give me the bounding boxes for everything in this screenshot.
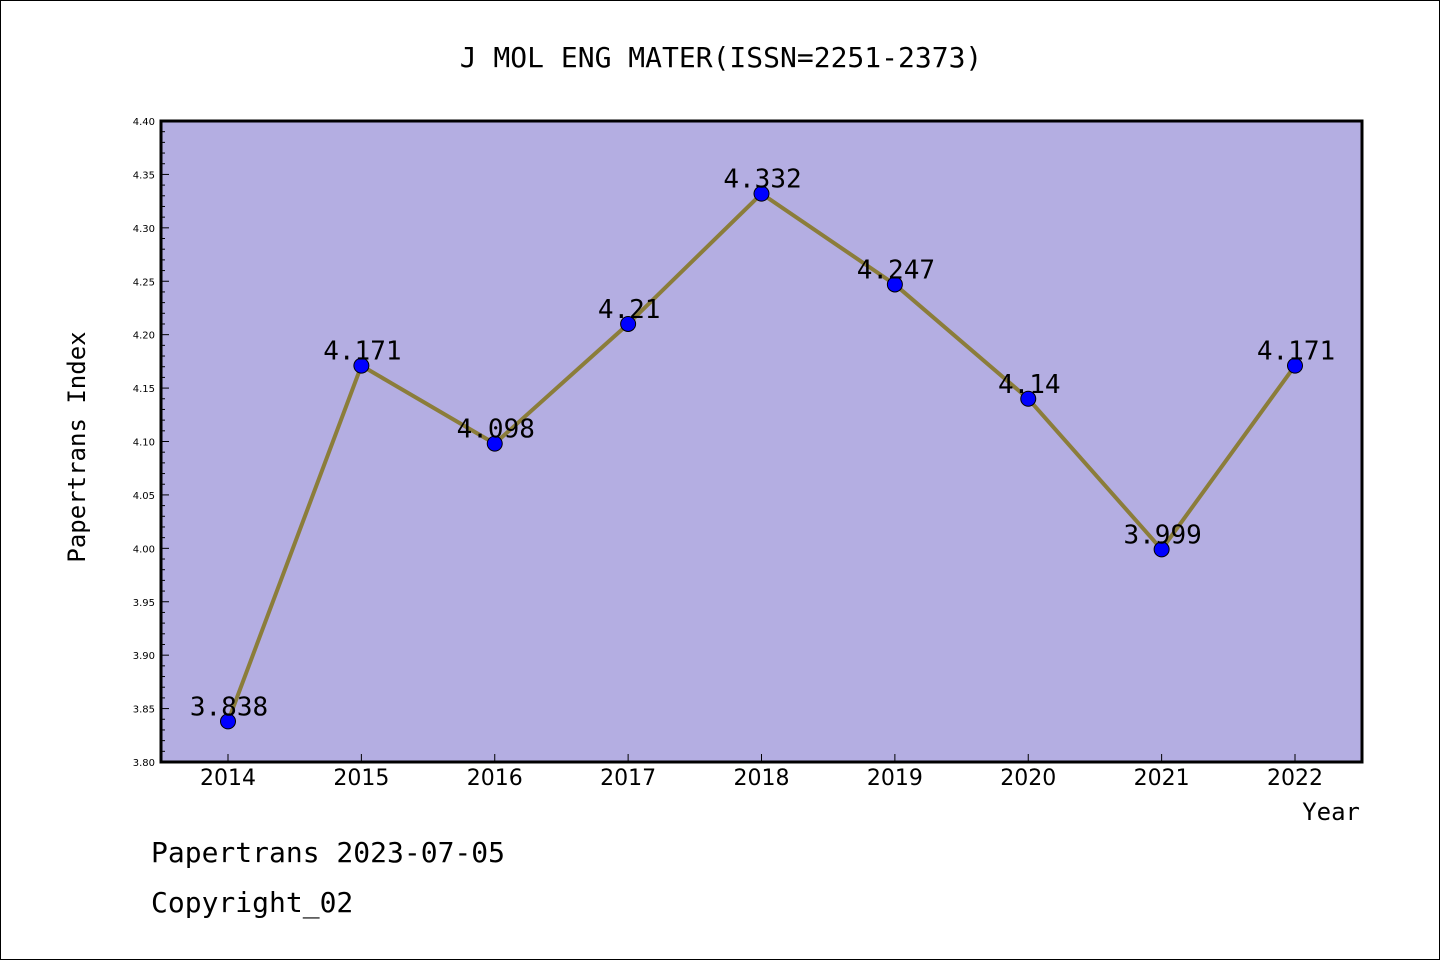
x-axis-title: Year xyxy=(1302,798,1360,826)
x-tick-label: 2019 xyxy=(867,766,923,791)
data-label: 4.247 xyxy=(857,255,935,285)
y-tick-label: 4.40 xyxy=(133,117,155,128)
x-tick-label: 2021 xyxy=(1134,766,1190,791)
data-point xyxy=(486,435,503,452)
y-tick-label: 4.05 xyxy=(133,491,155,502)
y-tick-label: 3.85 xyxy=(133,705,155,716)
data-label: 4.171 xyxy=(323,337,401,367)
y-tick-label: 4.15 xyxy=(133,384,155,395)
x-tick-label: 2020 xyxy=(1000,766,1056,791)
y-tick-label: 4.00 xyxy=(133,544,155,555)
data-label: 3.838 xyxy=(190,692,268,722)
data-label: 4.14 xyxy=(998,370,1061,400)
data-point xyxy=(886,276,903,293)
y-tick-label: 3.95 xyxy=(133,598,155,609)
x-tick-label: 2014 xyxy=(200,766,256,791)
y-tick-label: 4.10 xyxy=(133,438,155,449)
y-tick-label: 4.25 xyxy=(133,277,155,288)
data-point xyxy=(220,713,236,730)
footer-copyright-text: Copyright_02 xyxy=(151,886,354,919)
data-point xyxy=(1153,541,1170,558)
data-point xyxy=(753,185,770,202)
x-tick-label: 2022 xyxy=(1267,766,1323,791)
x-tick-label: 2017 xyxy=(600,766,656,791)
footer-date-text: Papertrans 2023-07-05 xyxy=(151,836,506,869)
data-point xyxy=(1287,357,1303,374)
data-label: 4.21 xyxy=(598,295,661,325)
x-tick-label: 2016 xyxy=(467,766,523,791)
y-tick-label: 4.35 xyxy=(133,170,155,181)
plot-area: 3.80 3.85 3.90 3.95 4.00 4.05 4.10 4.15 4.20 4.25… xyxy=(133,117,1364,791)
plot-background xyxy=(161,121,1362,762)
y-tick-label: 3.80 xyxy=(133,758,155,769)
y-axis-title: Papertrans Index xyxy=(63,331,91,562)
x-tick-label: 2018 xyxy=(734,766,790,791)
y-tick-label: 4.20 xyxy=(133,331,155,342)
data-label: 4.098 xyxy=(457,415,535,445)
x-tick-label: 2015 xyxy=(333,766,389,791)
data-point xyxy=(353,357,370,374)
y-tick-label: 3.90 xyxy=(133,651,155,662)
data-point xyxy=(1020,390,1037,407)
chart-title: J MOL ENG MATER(ISSN=2251-2373) xyxy=(460,41,983,74)
y-tick-label: 4.30 xyxy=(133,224,155,235)
plot-border xyxy=(159,119,1364,764)
data-label: 4.332 xyxy=(723,165,801,195)
data-point xyxy=(620,315,637,332)
data-label: 4.171 xyxy=(1257,337,1335,367)
data-label: 3.999 xyxy=(1123,520,1201,550)
